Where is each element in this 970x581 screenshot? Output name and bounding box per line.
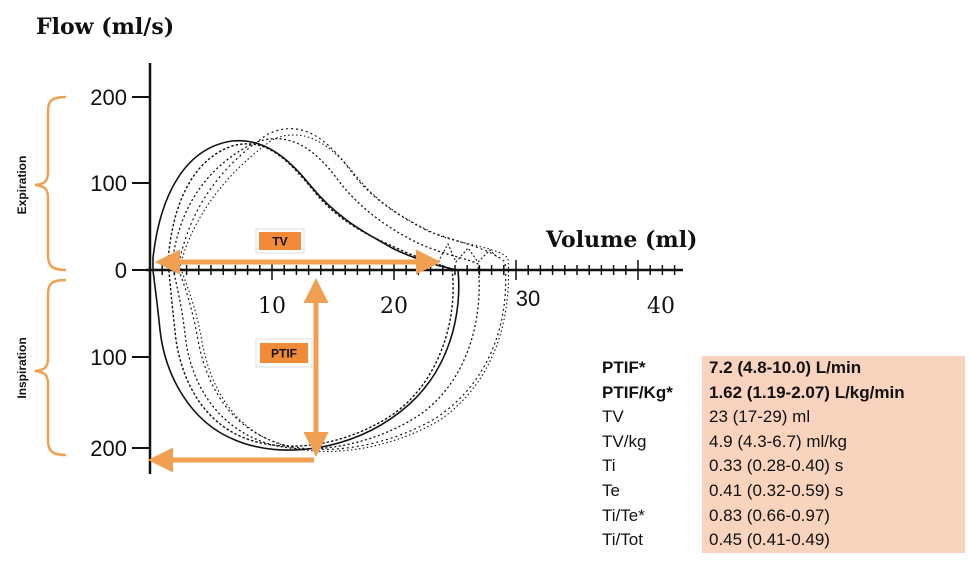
inspiration-label: Inspiration (15, 337, 29, 398)
x-tick-label: 20 (380, 294, 408, 319)
stat-label: Ti (602, 456, 616, 476)
stats-row: TV 23 (17-29) ml (598, 405, 965, 430)
tv-label-box (259, 232, 301, 250)
stats-row: PTIF* 7.2 (4.8-10.0) L/min (598, 356, 965, 381)
stats-row: Ti/Te* 0.83 (0.66-0.97) (598, 503, 965, 529)
stat-value: 4.9 (4.3-6.7) ml/kg (702, 429, 965, 455)
y-axis-major-ticks (132, 96, 150, 449)
y-axis-title: Flow (ml/s) (36, 14, 174, 40)
stat-label: Ti/Tot (602, 530, 643, 550)
loop-dotted-3 (177, 128, 507, 451)
tv-label: TV (272, 235, 287, 249)
stat-value: 0.45 (0.41-0.49) (702, 528, 965, 553)
x-axis-title: Volume (ml) (545, 227, 697, 253)
loop-solid (152, 139, 460, 451)
y-tick-label: 100 (90, 345, 127, 370)
x-tick-label: 40 (647, 294, 675, 319)
loop-tail (437, 242, 499, 264)
y-tick-label: 200 (90, 85, 127, 110)
x-tick-label: 30 (516, 286, 540, 311)
stats-row: PTIF/Kg* 1.62 (1.19-2.07) L/kg/min (598, 380, 965, 406)
stat-label: PTIF* (602, 358, 646, 377)
stat-value: 0.33 (0.28-0.40) s (702, 454, 965, 479)
flow-volume-loops (152, 128, 510, 452)
stat-value: 0.41 (0.32-0.59) s (702, 478, 965, 504)
stat-label: Ti/Te* (602, 505, 645, 525)
stats-row: Ti 0.33 (0.28-0.40) s (598, 454, 965, 479)
y-tick-label: 200 (90, 436, 127, 461)
stat-value: 1.62 (1.19-2.07) L/kg/min (702, 380, 965, 406)
expiration-bracket (34, 95, 67, 272)
stat-label: PTIF/Kg* (602, 382, 673, 402)
y-tick-label: 100 (90, 171, 127, 196)
stat-value: 23 (17-29) ml (702, 405, 965, 430)
stats-row: TV/kg 4.9 (4.3-6.7) ml/kg (598, 429, 965, 455)
y-tick-label: 0 (115, 258, 127, 283)
stats-row: Ti/Tot 0.45 (0.41-0.49) (598, 528, 965, 553)
stat-value: 0.83 (0.66-0.97) (702, 503, 965, 529)
stat-label: TV (602, 407, 624, 427)
inspiration-bracket (34, 278, 67, 457)
stat-value: 7.2 (4.8-10.0) L/min (702, 356, 965, 381)
stats-row: Te 0.41 (0.32-0.59) s (598, 478, 965, 504)
stats-table: PTIF* 7.2 (4.8-10.0) L/min PTIF/Kg* 1.62 (1… (598, 356, 965, 553)
ptif-label: PTIF (271, 347, 297, 361)
expiration-label: Expiration (15, 156, 29, 215)
loop-dotted-2 (171, 138, 480, 450)
x-tick-label: 10 (258, 294, 286, 319)
ptif-label-box (260, 343, 308, 363)
stat-label: TV/kg (602, 431, 647, 451)
stat-label: Te (602, 480, 620, 500)
